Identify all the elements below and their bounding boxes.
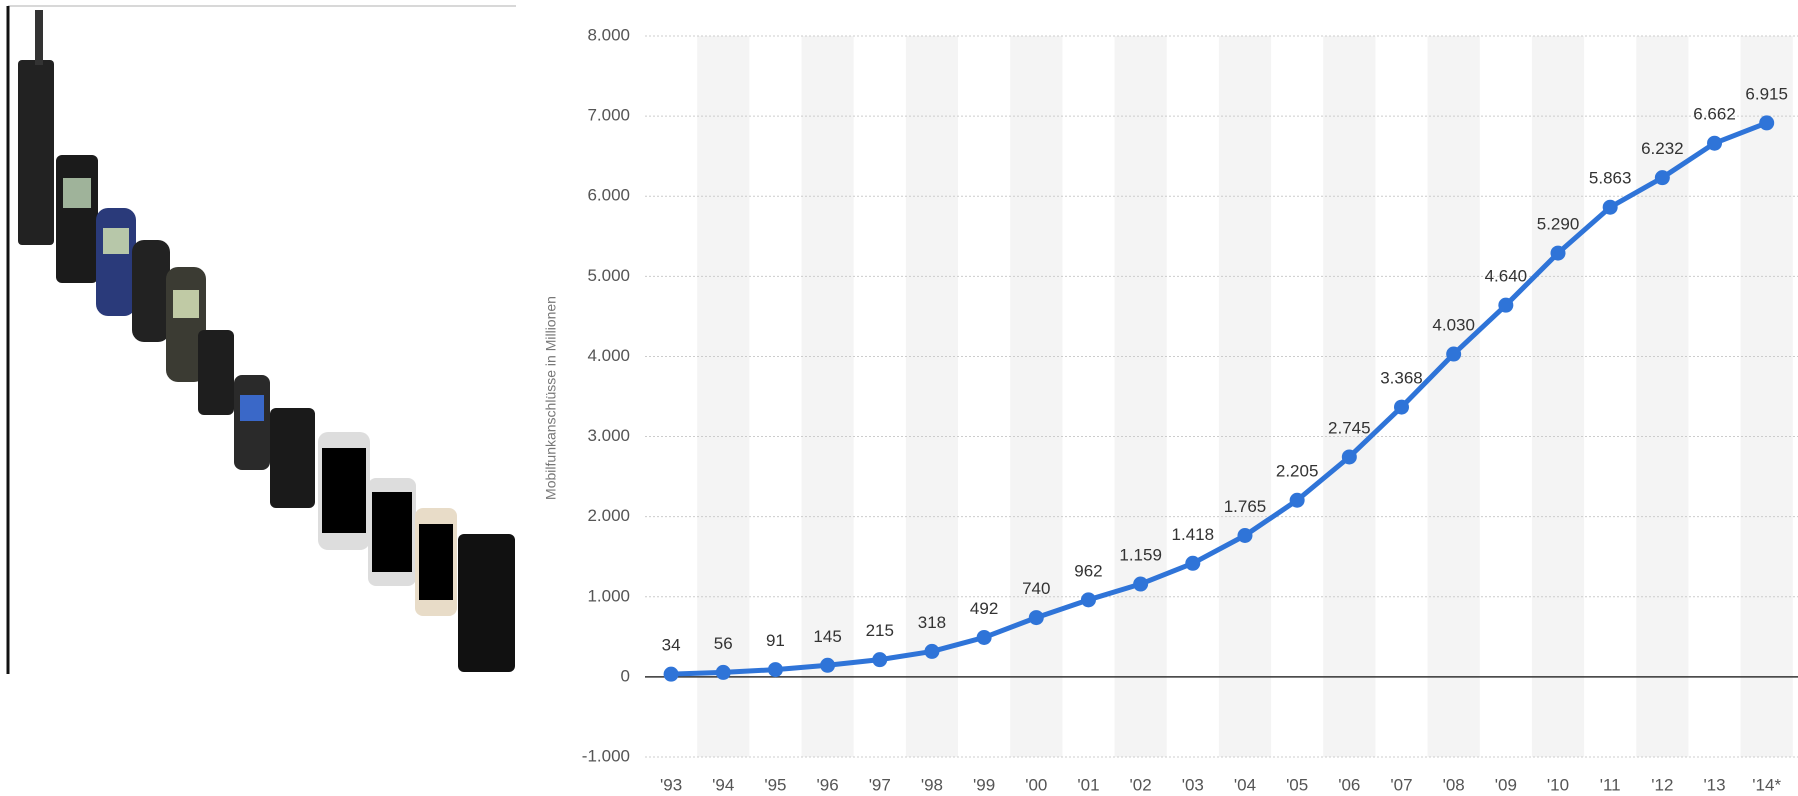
phone-photo	[6, 5, 516, 674]
value-label: 1.418	[1172, 525, 1215, 544]
value-label: 2.205	[1276, 462, 1319, 481]
y-axis-label: Mobilfunkanschlüsse in Millionen	[543, 296, 559, 500]
y-tick-label: 2.000	[587, 506, 630, 525]
point	[1185, 555, 1201, 571]
y-tick-label: 8.000	[587, 25, 630, 44]
point	[1707, 135, 1723, 151]
column-band	[1636, 36, 1689, 757]
point	[1446, 346, 1462, 362]
value-label: 145	[813, 627, 841, 646]
value-label: 6.232	[1641, 139, 1684, 158]
value-label: 740	[1022, 579, 1050, 598]
y-tick-label: -1.000	[582, 746, 630, 765]
point	[1498, 297, 1514, 313]
value-label: 56	[714, 634, 733, 653]
x-tick-label: '04	[1234, 775, 1256, 794]
y-tick-label: 4.000	[587, 346, 630, 365]
point	[1759, 115, 1775, 131]
x-tick-label: '12	[1651, 775, 1673, 794]
line	[671, 120, 1768, 677]
x-tick-label: '09	[1495, 775, 1517, 794]
point	[767, 662, 783, 678]
x-tick-label: '95	[764, 775, 786, 794]
x-tick-label: '96	[817, 775, 839, 794]
point	[1133, 576, 1149, 592]
value-label: 91	[766, 631, 785, 650]
point	[1393, 399, 1409, 415]
value-label: 492	[970, 599, 998, 618]
value-label: 1.159	[1119, 546, 1162, 565]
column-band	[905, 36, 959, 757]
y-tick-label: 0	[621, 666, 630, 685]
column-band	[1531, 36, 1585, 757]
column-band	[1114, 36, 1167, 757]
x-tick-label: '93	[660, 775, 682, 794]
point	[1028, 610, 1044, 626]
point	[924, 643, 940, 659]
x-tick-label: '06	[1338, 775, 1360, 794]
x-tick-label: '99	[973, 775, 995, 794]
y-tick-label: 1.000	[587, 586, 630, 605]
x-tick-label: '13	[1703, 775, 1725, 794]
x-tick-label: '14*	[1752, 775, 1781, 794]
point	[1289, 492, 1305, 508]
value-label: 34	[662, 636, 681, 655]
x-tick-label: '94	[712, 775, 734, 794]
x-tick-label: '98	[921, 775, 943, 794]
value-label: 3.368	[1380, 369, 1423, 388]
point	[1237, 527, 1253, 543]
point	[1602, 199, 1618, 215]
point	[1550, 245, 1566, 261]
value-label: 962	[1074, 561, 1102, 580]
x-tick-label: '05	[1286, 775, 1308, 794]
point	[1654, 170, 1670, 186]
x-tick-label: '01	[1077, 775, 1099, 794]
column-band	[1740, 36, 1793, 757]
point	[715, 664, 731, 680]
point	[976, 629, 992, 645]
y-tick-label: 3.000	[587, 426, 630, 445]
column-band	[697, 36, 750, 757]
point	[820, 657, 836, 673]
value-label: 4.640	[1485, 267, 1528, 286]
x-tick-label: '10	[1547, 775, 1569, 794]
value-label: 6.662	[1693, 105, 1736, 124]
x-tick-label: '03	[1182, 775, 1204, 794]
y-tick-label: 5.000	[587, 266, 630, 285]
column-band	[1010, 36, 1063, 757]
value-label: 215	[866, 621, 894, 640]
column-band	[1427, 36, 1480, 757]
value-label: 1.765	[1224, 497, 1267, 516]
y-tick-label: 6.000	[587, 186, 630, 205]
x-tick-label: '00	[1025, 775, 1047, 794]
value-label: 6.915	[1745, 84, 1788, 103]
x-tick-label: '08	[1443, 775, 1465, 794]
value-label: 5.290	[1537, 215, 1580, 234]
y-tick-label: 7.000	[587, 106, 630, 125]
point	[663, 666, 679, 682]
value-label: 2.745	[1328, 418, 1371, 437]
value-label: 4.030	[1432, 316, 1475, 335]
point	[1341, 449, 1357, 465]
x-tick-label: '11	[1600, 775, 1621, 794]
column-band	[801, 36, 854, 757]
column-band	[1218, 36, 1272, 757]
x-tick-label: '97	[869, 775, 891, 794]
x-tick-label: '07	[1390, 775, 1412, 794]
value-label: 5.863	[1589, 169, 1632, 188]
value-label: 318	[918, 613, 946, 632]
x-tick-label: '02	[1130, 775, 1152, 794]
point	[872, 652, 888, 668]
point	[1080, 592, 1096, 608]
column-band	[1323, 36, 1376, 757]
